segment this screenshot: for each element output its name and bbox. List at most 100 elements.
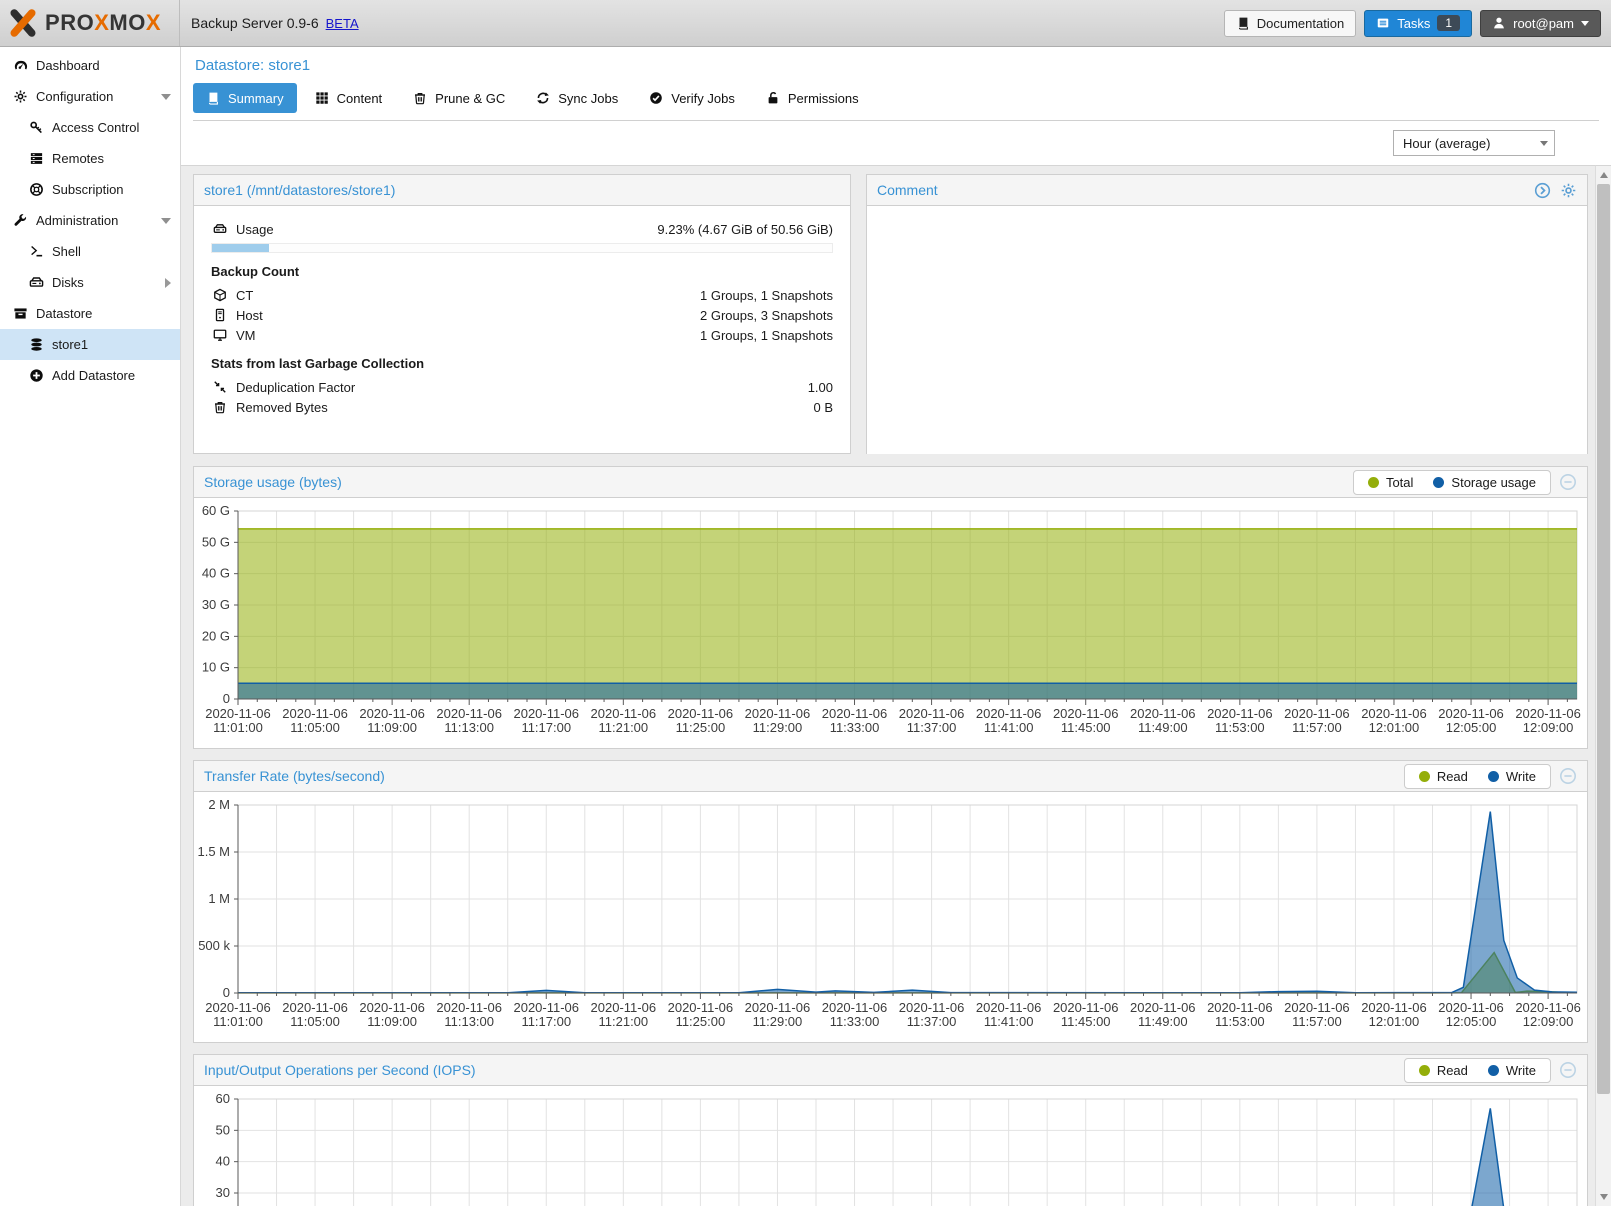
group-heading-stats-from-last-garbage-collection: Stats from last Garbage Collection <box>211 356 425 371</box>
content-header: Datastore: store1 Summary Content Prune & … <box>181 47 1611 121</box>
svg-text:2020-11-06: 2020-11-06 <box>1515 1000 1581 1015</box>
svg-text:500 k: 500 k <box>198 938 230 953</box>
tasks-button[interactable]: Tasks 1 <box>1364 9 1473 37</box>
svg-text:11:57:00: 11:57:00 <box>1292 1014 1342 1029</box>
sidebar-item-label: Configuration <box>36 89 114 104</box>
collapse-chart-button[interactable] <box>1559 1061 1577 1079</box>
stat-row-deduplication-factor: Deduplication Factor 1.00 <box>211 377 833 397</box>
svg-text:11:41:00: 11:41:00 <box>984 720 1034 735</box>
sidebar-item-configuration[interactable]: Configuration <box>0 81 180 112</box>
documentation-button[interactable]: Documentation <box>1223 9 1357 37</box>
scrollbar-down-button[interactable] <box>1596 1189 1611 1205</box>
svg-text:2020-11-06: 2020-11-06 <box>359 706 425 721</box>
sidebar-item-shell[interactable]: Shell <box>0 236 180 267</box>
svg-text:2020-11-06: 2020-11-06 <box>205 706 271 721</box>
transfer-rate-chart-header: Transfer Rate (bytes/second) Read Write <box>194 761 1587 792</box>
legend-item-storage-usage[interactable]: Storage usage <box>1423 475 1546 490</box>
chevron-right-icon[interactable] <box>165 277 171 288</box>
legend-item-read[interactable]: Read <box>1409 1063 1478 1078</box>
sidebar-item-administration[interactable]: Administration <box>0 205 180 236</box>
comment-panel: Comment <box>866 174 1588 454</box>
comment-body[interactable] <box>867 206 1587 454</box>
svg-text:2020-11-06: 2020-11-06 <box>1130 706 1196 721</box>
legend-label: Write <box>1505 768 1536 784</box>
chevron-down-icon[interactable] <box>161 217 171 224</box>
stat-label: CT <box>236 287 254 303</box>
storage-usage-chart: 0 10 G 20 G 30 G 40 G 50 G 60 G 2020-11-06 11:01… <box>194 498 1587 748</box>
tab-permissions[interactable]: Permissions <box>753 83 872 113</box>
datastore-icon <box>11 306 29 321</box>
main-area: Datastore: store1 Summary Content Prune & … <box>181 47 1611 1206</box>
grid-icon <box>315 91 329 105</box>
edit-comment-button[interactable] <box>1534 182 1551 199</box>
svg-text:11:13:00: 11:13:00 <box>444 1014 494 1029</box>
remotes-icon <box>27 151 45 166</box>
book-icon <box>1236 16 1250 30</box>
settings-gear-button[interactable] <box>1560 182 1577 199</box>
page-title: Datastore: store1 <box>195 57 311 74</box>
sidebar-item-dashboard[interactable]: Dashboard <box>0 50 180 81</box>
svg-text:2020-11-06: 2020-11-06 <box>899 706 965 721</box>
svg-text:0: 0 <box>223 985 230 1000</box>
svg-text:2020-11-06: 2020-11-06 <box>282 706 348 721</box>
sidebar-item-add-datastore[interactable]: Add Datastore <box>0 360 180 391</box>
svg-text:2020-11-06: 2020-11-06 <box>591 706 657 721</box>
book-icon <box>206 91 220 105</box>
sidebar-item-subscription[interactable]: Subscription <box>0 174 180 205</box>
sidebar-item-remotes[interactable]: Remotes <box>0 143 180 174</box>
sidebar-item-label: Datastore <box>36 306 93 321</box>
collapse-chart-button[interactable] <box>1559 473 1577 491</box>
svg-text:2020-11-06: 2020-11-06 <box>205 1000 271 1015</box>
sidebar-item-label: Disks <box>52 275 84 290</box>
tasks-count-badge: 1 <box>1437 15 1461 31</box>
host-icon <box>211 308 228 322</box>
tab-bar: Summary Content Prune & GC Sync Jobs Verify … <box>193 83 1599 121</box>
chart-legend: Read Write <box>1403 763 1551 789</box>
tab-prune-gc[interactable]: Prune & GC <box>400 83 518 113</box>
legend-item-write[interactable]: Write <box>1478 1063 1546 1078</box>
top-bar: PROXMOX Backup Server 0.9-6 BETA Documen… <box>0 0 1611 47</box>
sidebar-item-access-control[interactable]: Access Control <box>0 112 180 143</box>
scrollbar-up-button[interactable] <box>1596 167 1611 183</box>
timeframe-value: Hour (average) <box>1403 135 1491 151</box>
tab-sync-jobs[interactable]: Sync Jobs <box>523 83 631 113</box>
datastore-summary-panel-header: store1 (/mnt/datastores/store1) <box>194 175 850 206</box>
stat-value: 1 Groups, 1 Snapshots <box>700 287 833 303</box>
tab-summary[interactable]: Summary <box>193 83 297 113</box>
tab-label: Summary <box>228 90 284 106</box>
sidebar-item-disks[interactable]: Disks <box>0 267 180 298</box>
svg-text:12:01:00: 12:01:00 <box>1369 720 1420 735</box>
svg-text:60 G: 60 G <box>202 503 230 518</box>
svg-text:2020-11-06: 2020-11-06 <box>436 1000 502 1015</box>
sidebar-item-store1[interactable]: store1 <box>0 329 180 360</box>
usage-progressbar <box>211 243 833 253</box>
brand-letter: R <box>60 10 77 35</box>
proxmox-x-icon <box>8 8 38 38</box>
sidebar-item-datastore[interactable]: Datastore <box>0 298 180 329</box>
scrollbar-track[interactable] <box>1595 165 1611 1206</box>
timeframe-select[interactable]: Hour (average) <box>1393 130 1555 156</box>
sidebar-item-label: Access Control <box>52 120 140 135</box>
legend-item-write[interactable]: Write <box>1478 769 1546 784</box>
collapse-chart-button[interactable] <box>1559 767 1577 785</box>
svg-text:11:21:00: 11:21:00 <box>599 720 649 735</box>
proxmox-logo: PROXMOX <box>0 0 180 46</box>
brand-letter: P <box>45 10 61 35</box>
chevron-down-icon[interactable] <box>161 93 171 100</box>
legend-item-read[interactable]: Read <box>1409 769 1478 784</box>
beta-link[interactable]: BETA <box>325 15 359 31</box>
user-menu-button[interactable]: root@pam <box>1480 9 1601 37</box>
database-icon <box>27 337 45 352</box>
brand-letter: X <box>145 10 162 35</box>
svg-text:40 G: 40 G <box>202 566 230 581</box>
scrollbar-thumb[interactable] <box>1597 184 1610 1094</box>
legend-item-total[interactable]: Total <box>1358 475 1423 490</box>
tab-verify-jobs[interactable]: Verify Jobs <box>636 83 748 113</box>
datastore-summary-panel: store1 (/mnt/datastores/store1) Usage 9.2… <box>193 174 851 454</box>
tab-content[interactable]: Content <box>302 83 396 113</box>
svg-text:12:05:00: 12:05:00 <box>1446 720 1497 735</box>
svg-text:30 G: 30 G <box>202 597 230 612</box>
svg-text:11:25:00: 11:25:00 <box>676 1014 726 1029</box>
tab-label: Permissions <box>787 90 859 106</box>
